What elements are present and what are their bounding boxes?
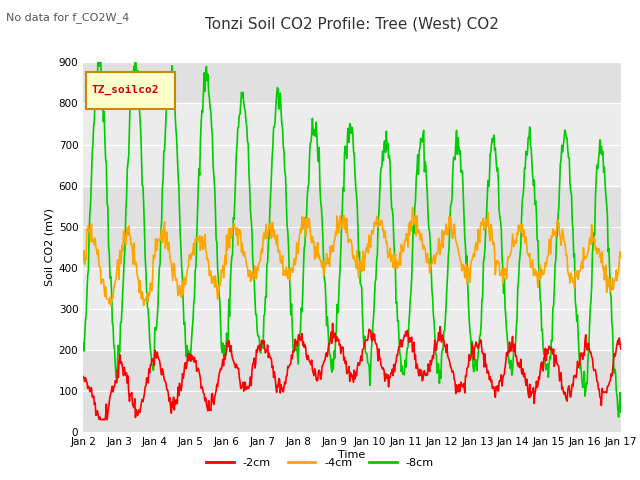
- Bar: [83, 350, 621, 432]
- Legend: -2cm, -4cm, -8cm: -2cm, -4cm, -8cm: [202, 453, 438, 472]
- Bar: [83, 104, 621, 186]
- Y-axis label: Soil CO2 (mV): Soil CO2 (mV): [45, 208, 54, 286]
- Bar: [83, 21, 621, 104]
- Text: TZ_soilco2: TZ_soilco2: [92, 85, 159, 95]
- FancyBboxPatch shape: [86, 72, 175, 108]
- Text: No data for f_CO2W_4: No data for f_CO2W_4: [6, 12, 130, 23]
- X-axis label: Time: Time: [339, 450, 365, 460]
- Text: Tonzi Soil CO2 Profile: Tree (West) CO2: Tonzi Soil CO2 Profile: Tree (West) CO2: [205, 17, 499, 32]
- Bar: [83, 268, 621, 350]
- Bar: [83, 186, 621, 268]
